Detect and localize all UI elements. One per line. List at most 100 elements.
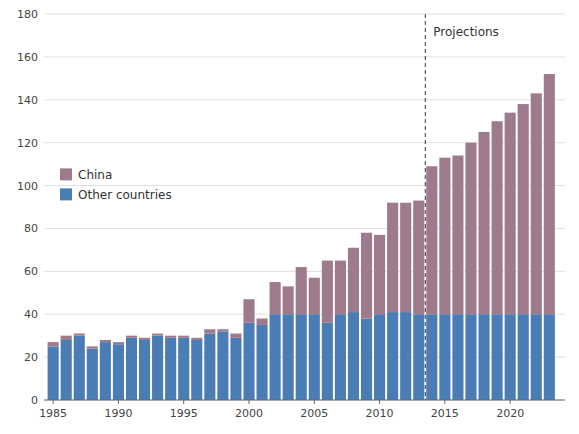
bar-segment — [113, 344, 124, 400]
x-tick-label: 1995 — [170, 407, 198, 420]
bar-segment — [387, 312, 398, 400]
x-tick — [183, 400, 184, 404]
bar-segment — [439, 158, 450, 315]
bar-segment — [74, 334, 85, 336]
bar-segment — [465, 314, 476, 400]
bar-segment — [309, 314, 320, 400]
bar-segment — [296, 267, 307, 314]
bar-segment — [452, 156, 463, 315]
bar-segment — [230, 334, 241, 338]
bar-segment — [492, 314, 503, 400]
bar-segment — [478, 132, 489, 314]
bar-segment — [452, 314, 463, 400]
bar-segment — [335, 261, 346, 315]
bar-segment — [165, 336, 176, 338]
bar-segment — [296, 314, 307, 400]
bar-segment — [243, 299, 254, 323]
bar-segment — [322, 323, 333, 400]
bar-segment — [335, 314, 346, 400]
bar-segment — [518, 314, 529, 400]
bar-segment — [309, 278, 320, 314]
bar-segment — [505, 314, 516, 400]
bar-segment — [374, 314, 385, 400]
bar-segment — [61, 340, 72, 400]
x-tick — [249, 400, 250, 404]
bar-segment — [270, 314, 281, 400]
bar-segment — [165, 338, 176, 400]
bar-segment — [74, 336, 85, 400]
x-tick — [118, 400, 119, 404]
bar-segment — [426, 166, 437, 314]
bar-segment — [361, 233, 372, 319]
bar-segment — [361, 319, 372, 400]
bar-segment — [48, 346, 59, 400]
bar-segment — [48, 342, 59, 346]
x-tick-label: 2020 — [496, 407, 524, 420]
x-tick-label: 2005 — [300, 407, 328, 420]
bar-segment — [178, 338, 189, 400]
x-tick-label: 2010 — [366, 407, 394, 420]
bar-segment — [478, 314, 489, 400]
y-tick-label: 20 — [24, 351, 38, 364]
bar-segment — [518, 104, 529, 314]
x-axis-line — [44, 400, 565, 401]
bar-segment — [113, 342, 124, 344]
bar-segment — [139, 338, 150, 340]
y-tick-label: 100 — [17, 180, 38, 193]
legend-label: Other countries — [78, 188, 172, 202]
bar-segment — [87, 349, 98, 400]
bar-segment — [387, 203, 398, 312]
bar-segment — [178, 336, 189, 338]
bar-segment — [257, 325, 268, 400]
y-tick-label: 80 — [24, 222, 38, 235]
bar-segment — [322, 261, 333, 323]
bar-segment — [348, 248, 359, 312]
x-tick — [379, 400, 380, 404]
bar-segment — [139, 340, 150, 400]
bar-segment — [400, 203, 411, 312]
x-tick-label: 1990 — [104, 407, 132, 420]
y-tick-label: 40 — [24, 308, 38, 321]
bar-segment — [243, 323, 254, 400]
legend-label: China — [78, 168, 112, 182]
bar-segment — [531, 314, 542, 400]
grid-line — [44, 400, 565, 401]
legend-swatch — [60, 168, 72, 180]
x-tick — [510, 400, 511, 404]
bar-segment — [531, 93, 542, 314]
projection-line — [425, 14, 426, 400]
legend: China Other countries — [60, 168, 172, 202]
grid-line — [44, 56, 565, 57]
bar-segment — [204, 334, 215, 400]
bars — [48, 74, 555, 400]
bar-segment — [426, 314, 437, 400]
bar-segment — [505, 113, 516, 315]
x-tick-label: 2000 — [235, 407, 263, 420]
bar-segment — [439, 314, 450, 400]
bar-segment — [100, 342, 111, 400]
y-tick-label: 160 — [17, 51, 38, 64]
bar-segment — [204, 329, 215, 333]
bar-segment — [217, 329, 228, 331]
bar-segment — [126, 336, 137, 338]
y-tick-label: 120 — [17, 137, 38, 150]
bar-segment — [283, 286, 294, 314]
bar-segment — [257, 319, 268, 325]
bar-segment — [87, 346, 98, 348]
bar-segment — [100, 340, 111, 342]
bar-segment — [191, 338, 202, 340]
bar-segment — [544, 74, 555, 314]
bar-segment — [191, 340, 202, 400]
annotation: Projections — [433, 25, 499, 39]
bar-segment — [374, 235, 385, 314]
bar-segment — [230, 338, 241, 400]
y-tick-label: 140 — [17, 94, 38, 107]
bar-segment — [217, 331, 228, 400]
x-tick — [53, 400, 54, 404]
x-tick — [314, 400, 315, 404]
bar-segment — [270, 282, 281, 314]
grid-line — [44, 14, 565, 15]
x-tick-label: 2015 — [431, 407, 459, 420]
bar-segment — [152, 336, 163, 400]
bar-segment — [492, 121, 503, 314]
